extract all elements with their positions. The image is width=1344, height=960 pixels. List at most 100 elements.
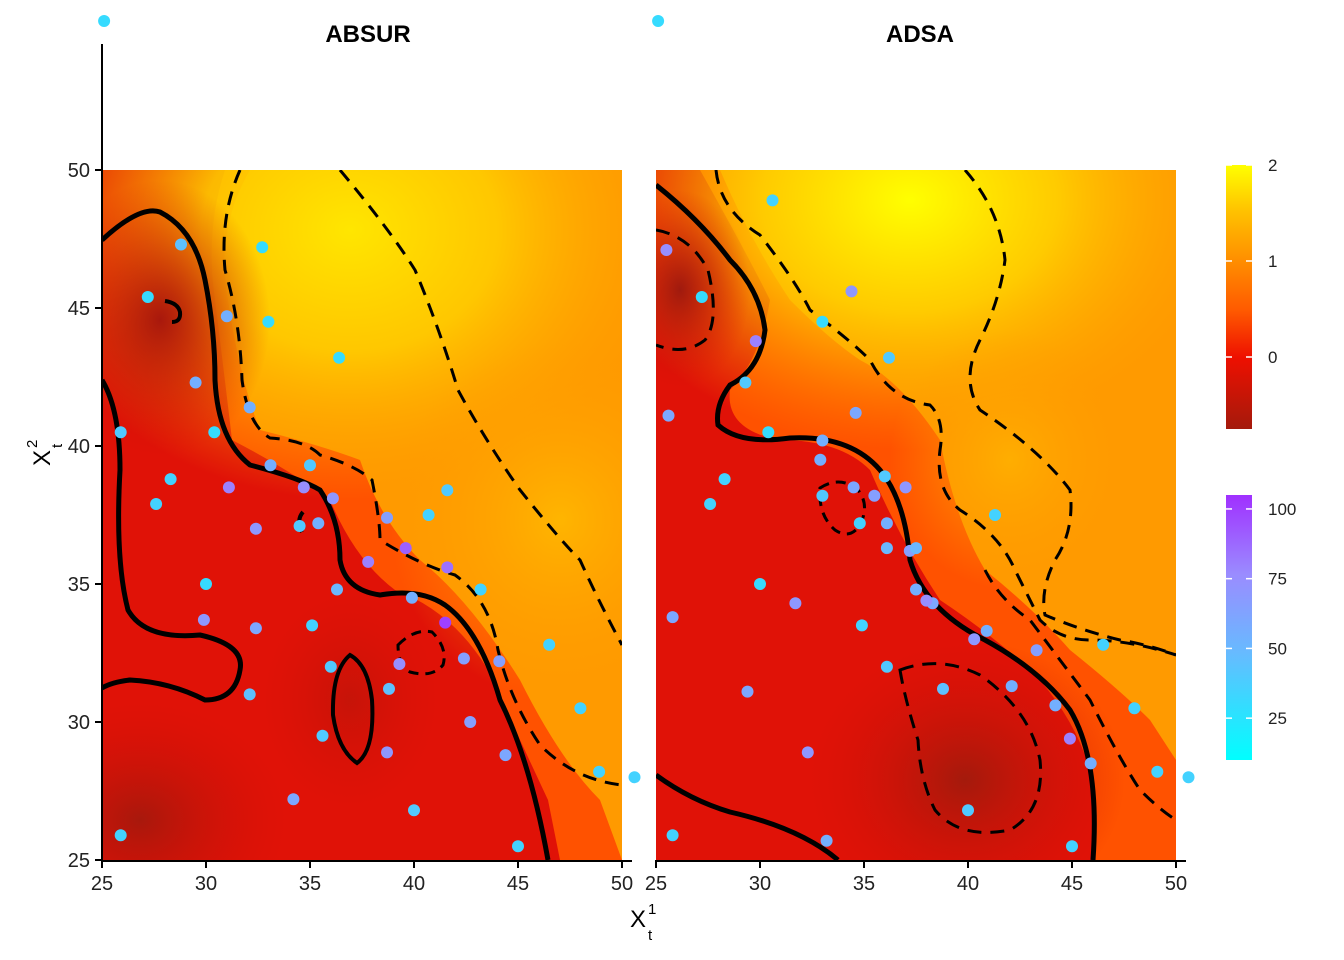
x-tick-label-adsa-5: 50 <box>1165 873 1187 895</box>
point-absur-52 <box>98 15 111 27</box>
point-absur-45 <box>499 749 512 762</box>
fill-legend-tick-label-1: 1 <box>1268 252 1277 271</box>
point-absur-38 <box>393 658 406 670</box>
point-absur-44 <box>381 746 393 759</box>
contour-adsa-dash-right <box>963 170 1176 657</box>
point-absur-31 <box>249 622 262 635</box>
point-adsa-44 <box>801 746 814 759</box>
x-tick-label-adsa-3: 40 <box>957 873 979 895</box>
y-tick-label-1: 30 <box>68 712 90 734</box>
x-tick-label-absur-5: 50 <box>611 873 633 895</box>
point-adsa-21 <box>853 517 866 530</box>
contour-absur-dash1 <box>222 170 622 787</box>
contour-adsa-dash-lowerright <box>983 569 1176 822</box>
point-adsa-22 <box>880 517 893 530</box>
color-legend-tick-label-3: 25 <box>1268 709 1287 728</box>
point-absur-27 <box>331 583 343 596</box>
color-legend-tick-label-2: 50 <box>1268 639 1287 658</box>
point-absur-21 <box>312 517 325 530</box>
point-adsa-12 <box>814 453 827 466</box>
point-adsa-31 <box>666 611 679 624</box>
contour-adsa-dash-bowl <box>898 662 1043 834</box>
point-adsa-29 <box>920 594 933 607</box>
points-adsa <box>652 15 1195 853</box>
point-absur-41 <box>574 702 587 715</box>
fill-legend-tick-label-0: 2 <box>1268 156 1277 175</box>
point-adsa-14 <box>878 470 891 483</box>
point-adsa-50 <box>820 834 833 847</box>
point-adsa-16 <box>868 489 881 502</box>
x-axis-title: X 1 t <box>630 901 656 944</box>
point-absur-7 <box>243 401 256 414</box>
fill-legend-bar <box>1226 165 1252 429</box>
point-absur-51 <box>512 840 524 853</box>
color-legend: 100 75 50 25 <box>1226 495 1296 760</box>
x-axis-title-main: X <box>630 906 646 933</box>
fill-legend-tick-label-2: 0 <box>1268 348 1277 367</box>
point-adsa-19 <box>816 489 829 502</box>
point-adsa-49 <box>666 829 679 842</box>
point-absur-12 <box>164 473 177 486</box>
point-absur-13 <box>222 481 235 494</box>
points-absur <box>98 15 641 853</box>
point-absur-8 <box>114 426 127 439</box>
y-tick-label-0: 25 <box>68 850 90 872</box>
x-axis-title-sub: t <box>648 927 653 944</box>
point-adsa-15 <box>847 481 860 494</box>
panel-title-adsa: ADSA <box>886 21 954 48</box>
point-absur-30 <box>197 613 210 626</box>
point-adsa-47 <box>1182 771 1195 784</box>
point-absur-23 <box>399 542 412 555</box>
point-adsa-40 <box>741 685 754 698</box>
axes-absur <box>101 44 632 862</box>
color-legend-bar <box>1226 495 1252 760</box>
point-absur-2 <box>256 241 269 254</box>
contour-adsa-dash-topleft <box>656 228 715 351</box>
point-adsa-9 <box>849 406 862 419</box>
point-absur-18 <box>422 509 435 521</box>
point-absur-19 <box>381 511 393 524</box>
point-adsa-1 <box>766 194 779 207</box>
contour-absur-zero-loop1 <box>330 652 375 766</box>
point-adsa-32 <box>855 619 868 632</box>
x-tick-label-adsa-2: 35 <box>853 873 875 895</box>
point-absur-46 <box>593 765 606 778</box>
point-absur-36 <box>493 655 506 668</box>
fill-legend-ticks: 2 1 0 <box>1226 156 1277 367</box>
contour-adsa-zero-bottom <box>656 772 840 860</box>
point-absur-4 <box>220 310 233 323</box>
point-adsa-23 <box>880 542 893 555</box>
point-adsa-30 <box>789 597 802 610</box>
point-adsa-3 <box>816 315 829 328</box>
point-absur-49 <box>408 804 420 817</box>
x-tick-label-absur-4: 45 <box>507 873 529 895</box>
point-adsa-18 <box>704 498 717 510</box>
point-adsa-51 <box>1066 840 1078 853</box>
point-adsa-37 <box>880 660 893 673</box>
point-absur-40 <box>243 688 256 701</box>
y-axis-title-sub: t <box>49 443 66 448</box>
point-adsa-39 <box>937 682 949 695</box>
x-tick-label-absur-0: 25 <box>91 873 113 895</box>
point-absur-0 <box>141 291 154 303</box>
x-tick-label-absur-3: 40 <box>403 873 425 895</box>
point-adsa-4 <box>845 285 858 298</box>
point-adsa-8 <box>662 409 675 422</box>
point-absur-29 <box>405 591 418 604</box>
point-absur-10 <box>264 459 277 472</box>
point-absur-50 <box>114 829 127 842</box>
point-absur-6 <box>189 376 202 389</box>
heatmap-adsa <box>656 170 1176 860</box>
contour-absur-zero-loop2 <box>164 299 183 324</box>
point-adsa-25 <box>910 542 922 555</box>
point-adsa-42 <box>1128 702 1141 715</box>
x-axis-title-sup: 1 <box>648 901 656 918</box>
point-absur-25 <box>441 561 454 574</box>
point-absur-43 <box>316 729 329 742</box>
contour-adsa-dash-main <box>714 170 1176 657</box>
point-adsa-48 <box>962 804 974 817</box>
y-tick-label-2: 35 <box>68 574 90 596</box>
point-absur-28 <box>474 583 487 596</box>
point-adsa-45 <box>1084 757 1097 770</box>
